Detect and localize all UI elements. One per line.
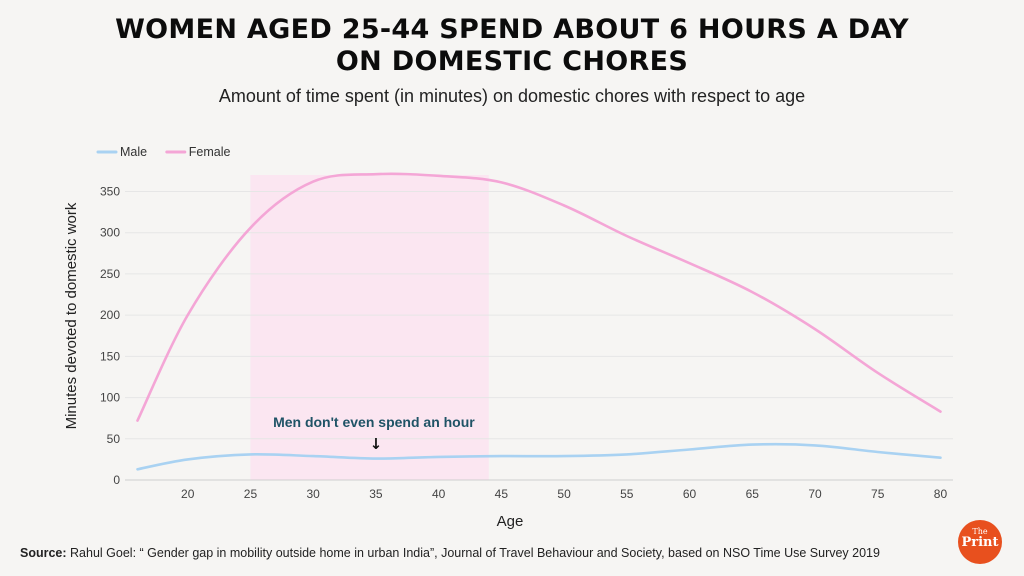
chart-title-line1: WOMEN AGED 25-44 SPEND ABOUT 6 HOURS A D… bbox=[115, 14, 909, 45]
annotation-arrow: ↓ bbox=[370, 435, 383, 453]
y-tick-label-100: 100 bbox=[100, 391, 120, 405]
source-label: Source: bbox=[20, 546, 67, 560]
legend-label-female: Female bbox=[189, 145, 231, 159]
series-line-male bbox=[136, 442, 942, 471]
highlight-band bbox=[250, 175, 489, 480]
x-tick-label-65: 65 bbox=[746, 487, 760, 501]
x-tick-label-35: 35 bbox=[369, 487, 383, 501]
logo-the: The bbox=[972, 527, 988, 536]
theprint-logo: The Print bbox=[958, 520, 1002, 564]
x-tick-label-25: 25 bbox=[244, 487, 258, 501]
chart-subtitle: Amount of time spent (in minutes) on dom… bbox=[218, 86, 806, 106]
annotation-text: Men don't even spend an hour bbox=[273, 414, 475, 430]
y-tick-label-150: 150 bbox=[100, 349, 120, 363]
legend-label-male: Male bbox=[120, 145, 147, 159]
x-tick-label-80: 80 bbox=[934, 487, 948, 501]
x-tick-label-70: 70 bbox=[808, 487, 822, 501]
chart-title-line2: ON DOMESTIC CHORES bbox=[335, 46, 689, 77]
y-tick-label-250: 250 bbox=[100, 267, 120, 281]
x-tick-label-30: 30 bbox=[307, 487, 321, 501]
source-text: Rahul Goel: “ Gender gap in mobility out… bbox=[70, 546, 880, 560]
y-axis-label: Minutes devoted to domestic work bbox=[63, 202, 80, 429]
x-axis-label: Age bbox=[497, 513, 524, 530]
y-tick-label-200: 200 bbox=[100, 308, 120, 322]
source-note: Source: Rahul Goel: “ Gender gap in mobi… bbox=[20, 546, 880, 560]
x-tick-label-45: 45 bbox=[495, 487, 509, 501]
x-tick-label-50: 50 bbox=[557, 487, 571, 501]
x-tick-label-40: 40 bbox=[432, 487, 446, 501]
y-tick-label-300: 300 bbox=[100, 226, 120, 240]
x-tick-label-60: 60 bbox=[683, 487, 697, 501]
x-tick-label-75: 75 bbox=[871, 487, 885, 501]
y-tick-label-350: 350 bbox=[100, 184, 120, 198]
logo-print: Print bbox=[961, 535, 999, 550]
y-tick-label-50: 50 bbox=[107, 432, 121, 446]
x-tick-label-55: 55 bbox=[620, 487, 634, 501]
x-tick-label-20: 20 bbox=[181, 487, 195, 501]
series-line-female bbox=[136, 172, 942, 422]
y-tick-label-0: 0 bbox=[113, 473, 120, 487]
